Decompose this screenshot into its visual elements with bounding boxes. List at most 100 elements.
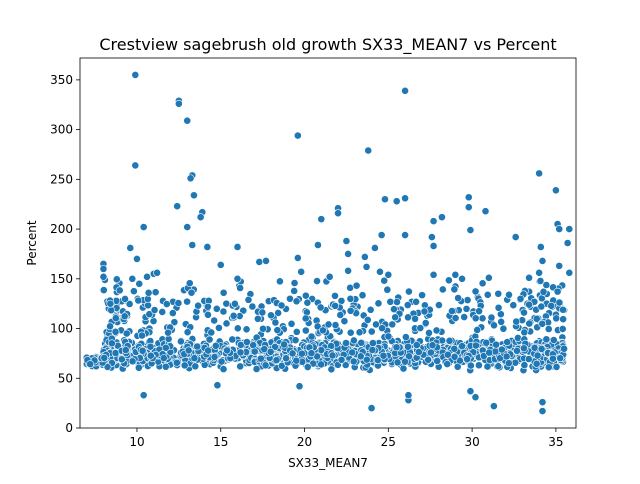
data-point — [190, 191, 198, 200]
data-point — [565, 268, 574, 277]
data-point — [303, 298, 312, 307]
data-point — [111, 314, 120, 323]
data-point — [174, 299, 183, 307]
data-point — [327, 365, 336, 374]
data-point — [301, 326, 310, 335]
data-point — [511, 233, 520, 241]
data-point — [435, 301, 443, 309]
data-point — [139, 391, 148, 400]
data-point — [530, 343, 539, 352]
data-point — [207, 328, 216, 337]
data-point — [494, 362, 503, 371]
data-point — [324, 320, 333, 329]
data-point — [161, 362, 170, 371]
data-point — [331, 321, 340, 329]
y-tick-label: 150 — [50, 272, 73, 286]
data-point — [418, 291, 426, 300]
data-point — [352, 281, 361, 290]
data-point — [346, 283, 355, 292]
data-point — [190, 354, 199, 363]
data-point — [292, 327, 301, 336]
data-point — [420, 307, 429, 316]
data-point — [271, 318, 280, 327]
data-point — [233, 324, 242, 333]
data-point — [401, 231, 409, 239]
data-point — [405, 352, 413, 361]
data-point — [230, 299, 239, 308]
data-point — [381, 195, 389, 204]
data-point — [117, 355, 126, 364]
data-point — [172, 358, 181, 367]
data-point — [511, 358, 520, 367]
data-point — [211, 341, 220, 350]
data-point — [99, 264, 108, 273]
data-point — [377, 231, 386, 239]
data-point — [426, 348, 435, 357]
data-point — [458, 342, 467, 350]
data-point — [259, 324, 267, 333]
data-point — [496, 310, 505, 319]
data-point — [342, 339, 350, 347]
data-point — [242, 338, 251, 346]
data-point — [151, 288, 160, 297]
data-point — [443, 350, 452, 359]
data-point — [266, 347, 275, 356]
data-point — [307, 349, 316, 358]
data-point — [86, 360, 95, 369]
data-point — [497, 345, 506, 354]
data-point — [187, 288, 196, 297]
data-point — [456, 356, 464, 365]
data-point — [210, 353, 219, 361]
data-point — [255, 257, 264, 266]
data-point — [433, 357, 442, 365]
data-point — [364, 146, 373, 155]
data-point — [239, 306, 248, 315]
data-point — [360, 253, 369, 261]
data-point — [428, 341, 437, 350]
data-point — [205, 335, 214, 344]
data-point — [513, 346, 521, 355]
data-point — [261, 361, 270, 370]
data-point — [170, 318, 179, 327]
data-point — [383, 285, 392, 294]
data-point — [466, 226, 475, 234]
data-point — [536, 277, 545, 285]
data-point — [520, 344, 528, 353]
data-point — [537, 302, 546, 311]
data-point — [346, 294, 355, 303]
data-point — [194, 301, 203, 310]
data-point — [295, 382, 304, 391]
data-point — [138, 331, 146, 340]
data-point — [445, 336, 454, 345]
data-point — [551, 186, 560, 195]
data-point — [191, 362, 200, 371]
data-point — [563, 239, 572, 247]
data-point — [536, 243, 545, 251]
data-point — [388, 320, 397, 329]
data-point — [371, 244, 379, 252]
data-point — [158, 308, 167, 316]
data-point — [111, 327, 120, 336]
data-point — [478, 279, 487, 288]
data-point — [414, 348, 423, 356]
data-point — [358, 291, 367, 300]
data-point — [532, 359, 541, 368]
data-point — [473, 326, 482, 334]
x-tick-label: 20 — [297, 435, 312, 449]
data-point — [349, 336, 358, 345]
data-point — [222, 319, 231, 328]
data-point — [560, 344, 568, 353]
data-point — [399, 364, 408, 373]
data-point — [466, 361, 475, 370]
x-tick-label: 10 — [129, 435, 144, 449]
data-point — [286, 294, 294, 303]
data-point — [112, 275, 121, 284]
data-point — [250, 347, 259, 356]
data-point — [544, 363, 553, 372]
data-point — [277, 361, 286, 370]
data-point — [520, 308, 528, 317]
data-point — [416, 324, 425, 332]
data-point — [494, 303, 503, 312]
data-point — [429, 217, 438, 226]
data-point — [504, 359, 513, 368]
